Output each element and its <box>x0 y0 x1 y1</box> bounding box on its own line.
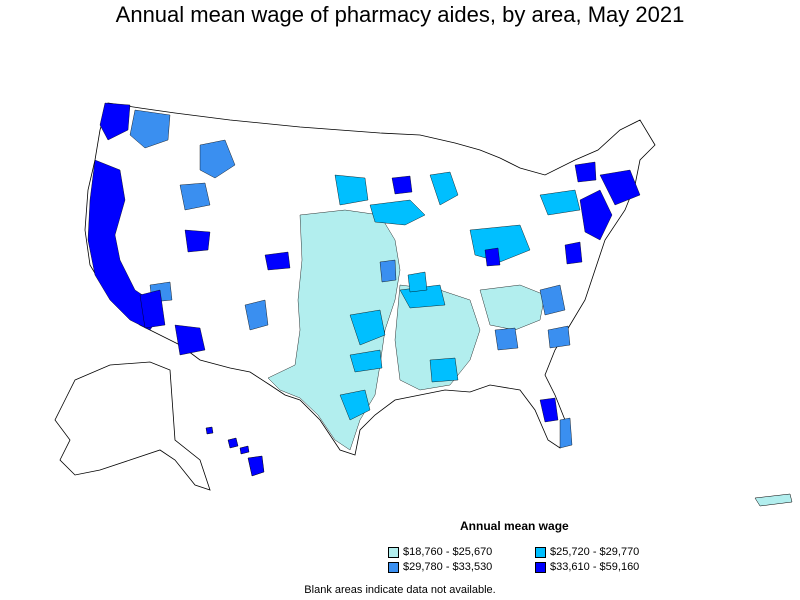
alaska-outline <box>54 361 211 491</box>
region-light-cyan <box>267 209 401 451</box>
region-dark-blue <box>539 397 559 423</box>
legend-label: $33,610 - $59,160 <box>550 561 640 573</box>
region-medium-blue <box>244 299 269 331</box>
region-medium-blue <box>539 284 566 316</box>
region-cyan <box>429 357 459 383</box>
region-dark-blue <box>139 289 166 329</box>
region-medium-blue <box>547 325 571 349</box>
region-dark-blue <box>391 175 413 195</box>
legend-item: $33,610 - $59,160 <box>535 561 639 573</box>
region-cyan <box>369 199 426 226</box>
legend-item: $18,760 - $25,670 <box>388 546 492 558</box>
footnote: Blank areas indicate data not available. <box>304 584 496 596</box>
legend-label: $25,720 - $29,770 <box>550 546 640 558</box>
region-dark-blue <box>599 169 641 206</box>
region-dark-blue <box>99 102 131 141</box>
legend-item: $25,720 - $29,770 <box>535 546 639 558</box>
legend-swatch <box>388 546 399 558</box>
region-medium-blue <box>559 417 573 449</box>
legend-swatch <box>535 546 546 558</box>
region-dark-blue <box>264 251 291 271</box>
legend-title: Annual mean wage <box>460 519 569 533</box>
region-dark-blue <box>174 324 206 356</box>
region-medium-blue <box>199 139 236 179</box>
region-medium-blue <box>129 109 171 149</box>
hawaii-island <box>247 455 265 477</box>
region-dark-blue <box>564 241 583 265</box>
region-medium-blue <box>494 327 519 351</box>
region-medium-blue <box>379 259 397 283</box>
region-medium-blue <box>179 182 211 211</box>
region-dark-blue <box>184 229 211 253</box>
region-cyan <box>429 171 459 206</box>
region-cyan <box>407 271 428 293</box>
legend-swatch <box>535 561 546 573</box>
legend-label: $18,760 - $25,670 <box>403 546 493 558</box>
legend-swatch <box>388 561 399 573</box>
map-title: Annual mean wage of pharmacy aides, by a… <box>115 2 685 27</box>
hawaii-island <box>227 437 239 449</box>
region-dark-blue <box>484 247 501 267</box>
region-cyan <box>349 309 386 346</box>
legend-item: $29,780 - $33,530 <box>388 561 492 573</box>
region-dark-blue <box>574 161 597 183</box>
region-dark-blue <box>579 189 613 241</box>
puerto-rico-outline <box>754 493 793 507</box>
region-cyan <box>539 189 581 216</box>
hawaii-island <box>205 426 214 435</box>
hawaii-island <box>239 445 250 455</box>
legend-label: $29,780 - $33,530 <box>403 561 493 573</box>
region-cyan <box>339 389 371 421</box>
region-cyan <box>469 224 531 263</box>
region-cyan <box>349 349 383 373</box>
region-light-cyan <box>394 284 481 391</box>
region-light-cyan <box>479 284 546 331</box>
region-cyan <box>334 174 369 206</box>
